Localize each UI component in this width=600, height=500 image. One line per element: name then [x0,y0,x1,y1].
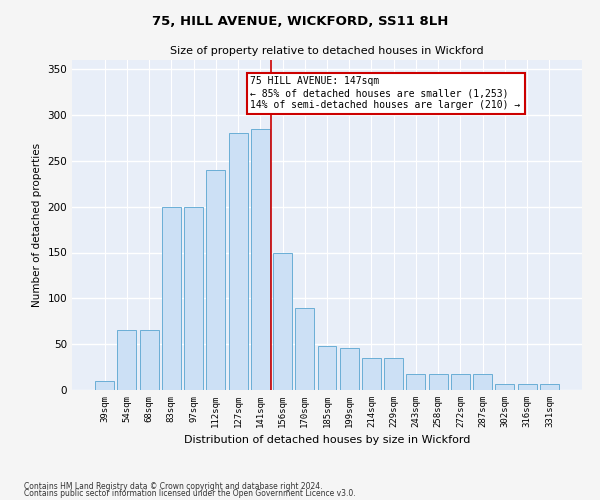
Text: 75, HILL AVENUE, WICKFORD, SS11 8LH: 75, HILL AVENUE, WICKFORD, SS11 8LH [152,15,448,28]
Bar [140,330,158,390]
Bar [473,374,492,390]
Bar [295,308,314,390]
Bar [451,374,470,390]
Bar [384,358,403,390]
Title: Size of property relative to detached houses in Wickford: Size of property relative to detached ho… [170,46,484,56]
Bar [429,374,448,390]
Bar [406,374,425,390]
Bar [206,170,225,390]
Bar [251,128,270,390]
Bar [340,348,359,390]
Bar [317,346,337,390]
Bar [184,206,203,390]
Bar [273,252,292,390]
Bar [118,330,136,390]
Bar [95,381,114,390]
Text: Contains public sector information licensed under the Open Government Licence v3: Contains public sector information licen… [24,489,356,498]
Bar [162,206,181,390]
Bar [540,384,559,390]
Text: Contains HM Land Registry data © Crown copyright and database right 2024.: Contains HM Land Registry data © Crown c… [24,482,323,491]
Bar [496,384,514,390]
Text: 75 HILL AVENUE: 147sqm
← 85% of detached houses are smaller (1,253)
14% of semi-: 75 HILL AVENUE: 147sqm ← 85% of detached… [251,76,521,110]
Bar [518,384,536,390]
Bar [229,134,248,390]
X-axis label: Distribution of detached houses by size in Wickford: Distribution of detached houses by size … [184,436,470,446]
Bar [362,358,381,390]
Y-axis label: Number of detached properties: Number of detached properties [32,143,42,307]
